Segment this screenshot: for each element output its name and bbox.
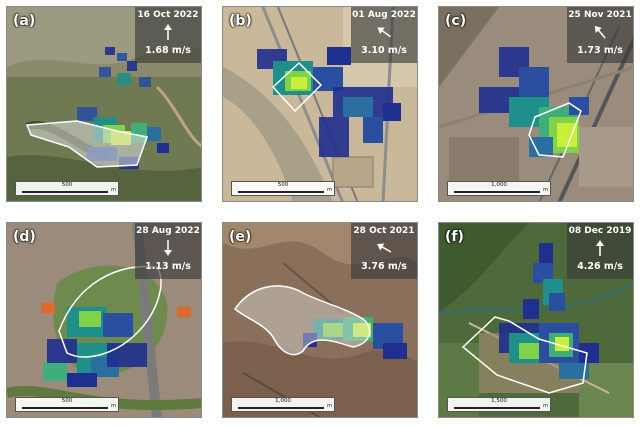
panel-d: (d) 28 Aug 2022 1.13 m/s 500 m [6,222,202,418]
date-text: 01 Aug 2022 [352,10,416,20]
scale-label: 1,500 [491,398,507,404]
scale-label: 500 [277,182,289,188]
landfill-outline [233,285,371,356]
wind-direction-arrow-icon [596,240,604,256]
landfill-outline [528,102,582,158]
panel-label: (c) [445,13,467,29]
date-text: 16 Oct 2022 [137,10,199,20]
scale-label: 1,000 [275,398,291,404]
panel-label: (a) [13,13,36,29]
wind-direction-arrow-icon [164,240,172,256]
scale-bar: 1,000 m [447,181,551,196]
methane-plume [43,307,147,387]
wind-speed-text: 1.13 m/s [145,261,191,272]
scale-unit: m [111,403,116,409]
wind-speed-text: 1.73 m/s [577,45,623,56]
scale-unit: m [327,403,332,409]
scale-bar: 1,500 m [447,397,551,412]
info-box: 28 Aug 2022 1.13 m/s [135,223,201,279]
date-text: 25 Nov 2021 [568,10,632,20]
scale-unit: m [111,187,116,193]
wind-speed-text: 4.26 m/s [577,261,623,272]
methane-plume [257,47,401,157]
panel-label: (b) [229,13,252,29]
panel-label: (e) [229,229,252,245]
info-box: 08 Dec 2019 4.26 m/s [567,223,633,279]
info-box: 25 Nov 2021 1.73 m/s [567,7,633,63]
scale-unit: m [543,187,548,193]
scale-label: 500 [61,398,73,404]
info-box: 16 Oct 2022 1.68 m/s [135,7,201,63]
panel-f: (f) 08 Dec 2019 4.26 m/s 1,500 m [438,222,634,418]
scale-bar: 1,000 m [231,397,335,412]
panel-b: (b) 01 Aug 2022 3.10 m/s 500 m [222,6,418,202]
scale-label: 500 [61,182,73,188]
wind-speed-text: 3.10 m/s [361,45,407,56]
date-text: 28 Aug 2022 [136,226,200,236]
panel-c: (c) 25 Nov 2021 1.73 m/s 1,000 m [438,6,634,202]
landfill-outline [58,265,162,358]
scale-unit: m [327,187,332,193]
scale-bar: 500 m [15,181,119,196]
scale-unit: m [543,403,548,409]
info-box: 28 Oct 2021 3.76 m/s [351,223,417,279]
satellite-image [439,7,633,201]
wind-speed-text: 3.76 m/s [361,261,407,272]
panel-e: (e) 28 Oct 2021 3.76 m/s 1,000 m [222,222,418,418]
wind-direction-arrow-icon [377,27,391,38]
wind-direction-arrow-icon [377,243,392,253]
methane-plume [499,243,599,379]
landfill-outline [271,61,323,113]
landfill-outline [25,120,148,168]
date-text: 08 Dec 2019 [568,226,632,236]
wind-speed-text: 1.68 m/s [145,45,191,56]
date-text: 28 Oct 2021 [353,226,415,236]
scale-bar: 500 m [231,181,335,196]
panel-a: (a) 16 Oct 2022 1.68 m/s 500 m [6,6,202,202]
scale-bar: 500 m [15,397,119,412]
methane-plume [479,47,589,157]
wind-direction-arrow-icon [594,25,606,39]
wind-direction-arrow-icon [164,24,172,40]
satellite-image [439,223,633,417]
landfill-outline [461,316,588,394]
panel-label: (d) [13,229,36,245]
panel-label: (f) [445,229,464,245]
info-box: 01 Aug 2022 3.10 m/s [351,7,417,63]
scale-label: 1,000 [491,182,507,188]
